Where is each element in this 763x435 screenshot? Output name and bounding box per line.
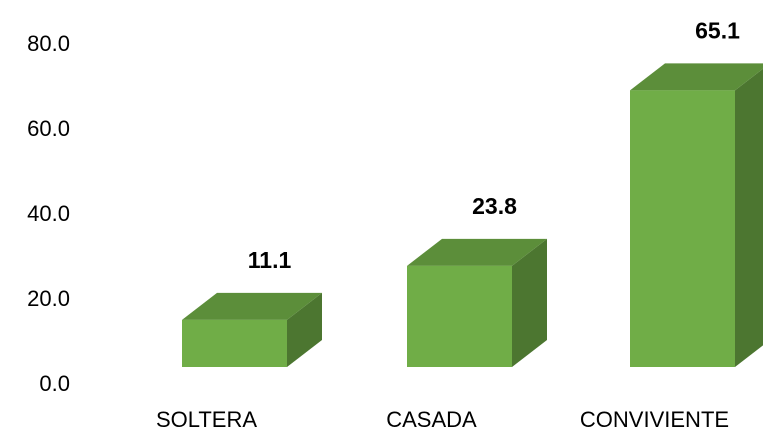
value-label: 65.1	[695, 17, 740, 43]
bar-top	[182, 292, 322, 320]
bar-side	[735, 68, 763, 367]
bar-side	[287, 292, 322, 367]
bar	[407, 265, 512, 367]
y-tick-label: 40.0	[27, 201, 70, 226]
y-tick-label: 20.0	[27, 286, 70, 311]
bar-side	[512, 238, 547, 367]
value-label: 23.8	[472, 193, 517, 219]
bar-top	[407, 238, 547, 266]
y-tick-label: 80.0	[27, 31, 70, 56]
bar	[182, 319, 287, 367]
x-tick-label: CASADA	[386, 407, 477, 432]
y-tick-label: 0.0	[39, 371, 70, 396]
y-tick-label: 60.0	[27, 116, 70, 141]
bar-top	[630, 63, 763, 91]
value-label: 11.1	[248, 247, 292, 273]
x-tick-label: SOLTERA	[156, 407, 257, 432]
bar	[630, 90, 735, 367]
x-tick-label: CONVIVIENTE	[580, 407, 729, 432]
